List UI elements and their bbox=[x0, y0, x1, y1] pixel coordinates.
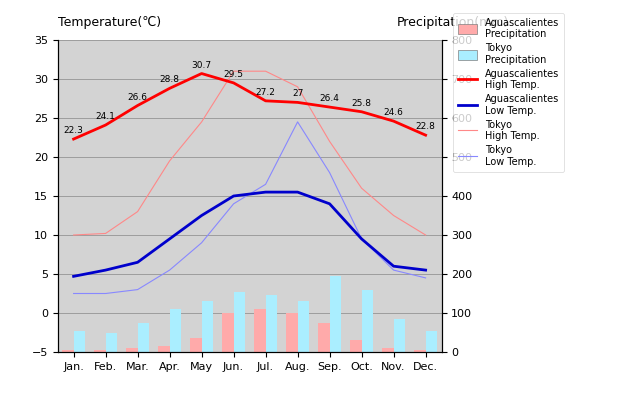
Bar bbox=[330, 276, 341, 352]
Text: 25.8: 25.8 bbox=[351, 99, 372, 108]
Bar bbox=[74, 330, 84, 352]
Bar bbox=[62, 350, 74, 352]
Text: 26.4: 26.4 bbox=[319, 94, 340, 103]
Text: 24.1: 24.1 bbox=[95, 112, 116, 121]
Bar bbox=[255, 309, 266, 352]
Bar bbox=[106, 332, 116, 352]
Text: 29.5: 29.5 bbox=[223, 70, 244, 79]
Bar bbox=[266, 296, 277, 352]
Text: 27.2: 27.2 bbox=[255, 88, 276, 97]
Bar bbox=[383, 348, 394, 352]
Bar bbox=[202, 301, 212, 352]
Text: 27: 27 bbox=[292, 90, 303, 98]
Text: 30.7: 30.7 bbox=[191, 61, 212, 70]
Bar bbox=[319, 323, 330, 352]
Bar bbox=[362, 290, 372, 352]
Text: 22.8: 22.8 bbox=[415, 122, 436, 131]
Text: 28.8: 28.8 bbox=[159, 76, 180, 84]
Text: 26.6: 26.6 bbox=[127, 93, 148, 102]
Bar bbox=[138, 323, 148, 352]
Bar bbox=[415, 350, 426, 352]
Bar bbox=[159, 346, 170, 352]
Bar bbox=[95, 350, 106, 352]
Bar bbox=[127, 348, 138, 352]
Bar bbox=[426, 330, 437, 352]
Text: Precipitation(mm): Precipitation(mm) bbox=[397, 16, 509, 29]
Text: Temperature(℃): Temperature(℃) bbox=[58, 16, 161, 29]
Bar bbox=[170, 309, 181, 352]
Bar bbox=[234, 292, 244, 352]
Legend: Aguascalientes
Precipitation, Tokyo
Precipitation, Aguascalientes
High Temp., Ag: Aguascalientes Precipitation, Tokyo Prec… bbox=[453, 13, 564, 172]
Bar bbox=[394, 319, 405, 352]
Bar bbox=[298, 301, 309, 352]
Bar bbox=[223, 313, 234, 352]
Text: 24.6: 24.6 bbox=[383, 108, 404, 117]
Bar bbox=[287, 313, 298, 352]
Bar bbox=[351, 340, 362, 352]
Bar bbox=[191, 338, 202, 352]
Text: 22.3: 22.3 bbox=[63, 126, 84, 135]
